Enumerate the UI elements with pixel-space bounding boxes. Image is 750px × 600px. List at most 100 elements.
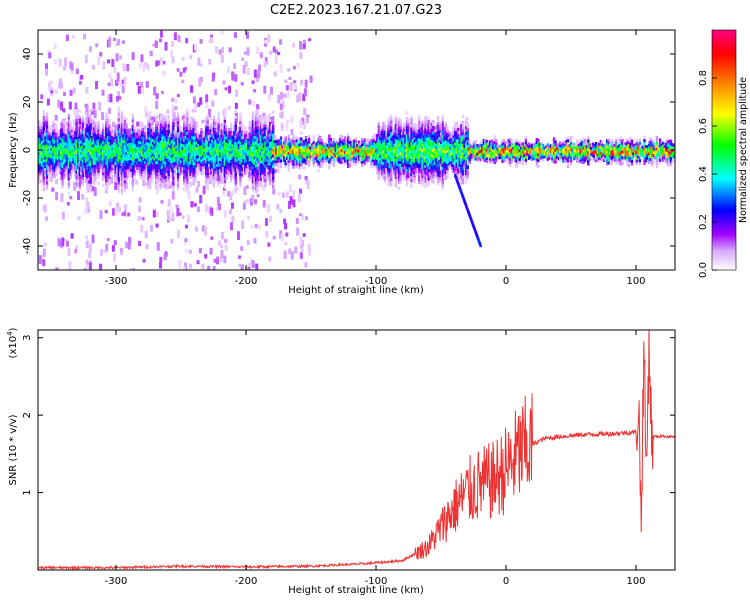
- heatmap-cell: [306, 144, 309, 148]
- heatmap-cell: [405, 125, 409, 129]
- heatmap-cell: [400, 149, 404, 153]
- heatmap-cell: [119, 150, 122, 154]
- heatmap-cell: [254, 126, 258, 130]
- heatmap-cell: [142, 162, 145, 166]
- heatmap-cell: [282, 153, 286, 157]
- heatmap-cell: [164, 170, 167, 174]
- heatmap-cell: [148, 122, 152, 126]
- heatmap-cell: [106, 141, 110, 145]
- heatmap-cell: [346, 153, 350, 157]
- heatmap-cell: [346, 150, 350, 154]
- heatmap-cell: [365, 144, 368, 148]
- heatmap-cell: [78, 129, 81, 133]
- heatmap-cell: [106, 176, 110, 180]
- heatmap-cell: [69, 167, 72, 171]
- heatmap-cell: [171, 97, 175, 102]
- heatmap-cell: [167, 155, 170, 159]
- heatmap-cell: [248, 126, 251, 130]
- heatmap-cell: [256, 160, 259, 164]
- heatmap-cell: [200, 136, 203, 140]
- heatmap-cell: [391, 167, 394, 171]
- heatmap-cell: [78, 161, 81, 165]
- heatmap-cell: [128, 134, 131, 138]
- heatmap-cell: [72, 163, 75, 167]
- heatmap-cell: [239, 181, 242, 185]
- heatmap-cell: [386, 182, 390, 186]
- heatmap-cell: [84, 139, 88, 143]
- heatmap-cell: [421, 152, 424, 156]
- heatmap-cell: [147, 130, 150, 134]
- heatmap-cell: [66, 121, 70, 126]
- heatmap-cell: [89, 163, 92, 167]
- heatmap-cell: [70, 62, 74, 71]
- heatmap-cell: [70, 167, 74, 171]
- heatmap-cell: [234, 124, 237, 128]
- heatmap-cell: [334, 151, 337, 155]
- heatmap-cell: [66, 166, 69, 170]
- heatmap-cell: [61, 153, 64, 157]
- heatmap-cell: [209, 157, 212, 161]
- heatmap-cell: [122, 139, 125, 143]
- heatmap-cell: [158, 154, 161, 158]
- heatmap-cell: [393, 143, 396, 147]
- heatmap-cell: [55, 132, 58, 136]
- heatmap-cell: [275, 151, 278, 155]
- heatmap-cell: [112, 151, 116, 155]
- heatmap-cell: [50, 130, 53, 134]
- heatmap-cell: [307, 243, 311, 252]
- heatmap-cell: [268, 162, 272, 166]
- heatmap-cell: [162, 150, 166, 154]
- heatmap-cell: [242, 203, 246, 210]
- heatmap-cell: [339, 158, 342, 162]
- heatmap-cell: [42, 139, 46, 143]
- heatmap-cell: [390, 177, 393, 181]
- heatmap-cell: [105, 243, 109, 252]
- heatmap-cell: [386, 177, 390, 181]
- heatmap-cell: [348, 143, 351, 147]
- heatmap-cell: [342, 159, 345, 163]
- heatmap-cell: [120, 111, 124, 115]
- heatmap-cell: [50, 150, 53, 154]
- heatmap-cell: [101, 143, 105, 147]
- heatmap-cell: [69, 169, 72, 173]
- heatmap-cell: [342, 153, 345, 157]
- heatmap-cell: [69, 141, 72, 145]
- heatmap-cell: [203, 163, 206, 167]
- heatmap-cell: [239, 112, 242, 116]
- heatmap-cell: [91, 234, 95, 244]
- heatmap-cell: [410, 150, 413, 154]
- heatmap-cell: [59, 137, 63, 141]
- heatmap-cell: [250, 152, 253, 156]
- heatmap-cell: [156, 175, 159, 179]
- heatmap-cell: [109, 156, 113, 160]
- heatmap-cell: [103, 144, 106, 148]
- heatmap-cell: [194, 127, 197, 131]
- heatmap-cell: [186, 137, 189, 141]
- heatmap-cell: [217, 131, 220, 135]
- heatmap-cell: [200, 151, 203, 155]
- heatmap-cell: [83, 130, 86, 134]
- heatmap-cell: [189, 152, 192, 156]
- heatmap-cell: [85, 259, 89, 265]
- heatmap-cell: [371, 150, 375, 154]
- heatmap-cell: [247, 135, 250, 139]
- heatmap-cell: [430, 180, 433, 184]
- heatmap-cell: [44, 170, 47, 174]
- heatmap-cell: [167, 175, 170, 179]
- heatmap-cell: [153, 149, 156, 153]
- heatmap-cell: [38, 155, 41, 159]
- heatmap-cell: [394, 161, 398, 165]
- heatmap-cell: [342, 147, 345, 151]
- heatmap-cell: [62, 127, 66, 131]
- heatmap-cell: [52, 167, 55, 171]
- heatmap-cell: [165, 144, 169, 148]
- heatmap-cell: [390, 175, 393, 179]
- heatmap-cell: [84, 54, 88, 64]
- heatmap-cell: [305, 216, 309, 221]
- heatmap-cell: [113, 67, 117, 74]
- heatmap-cell: [368, 158, 372, 162]
- heatmap-cell: [58, 164, 61, 168]
- heatmap-cell: [201, 132, 205, 136]
- heatmap-cell: [100, 148, 103, 152]
- heatmap-cell: [147, 113, 150, 117]
